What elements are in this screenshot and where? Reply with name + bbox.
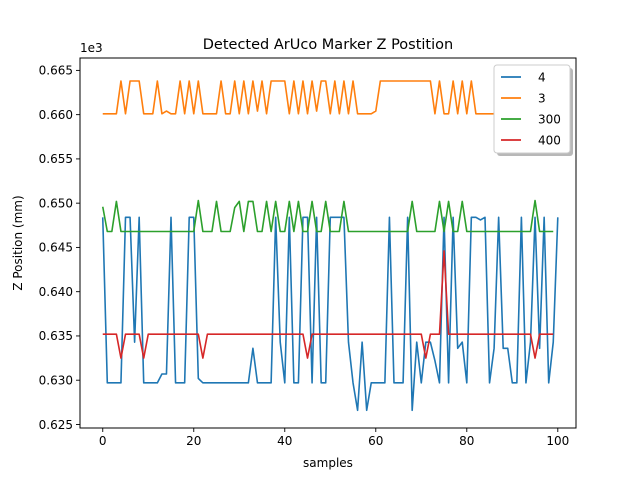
x-tick-label: 60 — [368, 434, 383, 448]
y-tick-label: 0.655 — [39, 152, 73, 166]
y-tick-label: 0.635 — [39, 329, 73, 343]
y-offset-text: 1e3 — [80, 41, 103, 55]
y-tick-label: 0.625 — [39, 418, 73, 432]
y-tick-label: 0.640 — [39, 285, 73, 299]
legend-label-3: 3 — [538, 91, 546, 105]
legend-label-300: 300 — [538, 112, 561, 126]
chart-title: Detected ArUco Marker Z Postition — [203, 37, 453, 53]
x-tick-label: 80 — [459, 434, 474, 448]
y-axis-label: Z Position (mm) — [11, 195, 25, 290]
y-tick-label: 0.665 — [39, 64, 73, 78]
legend: 4 3 300 400 — [493, 64, 573, 156]
y-tick-label: 0.645 — [39, 241, 73, 255]
series-line-4 — [101, 216, 559, 412]
legend-label-400: 400 — [538, 133, 561, 147]
legend-label-4: 4 — [538, 70, 546, 84]
series-line-3 — [102, 80, 554, 115]
x-axis: 0 20 40 60 80 100 — [99, 428, 569, 448]
y-axis: 0.625 0.630 0.635 0.640 0.645 0.650 0.655 0.660… — [39, 64, 80, 432]
x-tick-label: 100 — [546, 434, 569, 448]
x-axis-label: samples — [303, 456, 353, 470]
y-tick-label: 0.660 — [39, 108, 73, 122]
x-tick-label: 20 — [186, 434, 201, 448]
x-tick-label: 0 — [99, 434, 107, 448]
y-tick-label: 0.630 — [39, 374, 73, 388]
y-tick-label: 0.650 — [39, 196, 73, 210]
plot-area — [101, 80, 559, 412]
series-line-300 — [101, 199, 554, 233]
legend-box — [493, 64, 571, 154]
axes-frame — [79, 57, 577, 429]
x-tick-label: 40 — [277, 434, 292, 448]
series-line-400 — [102, 250, 554, 359]
